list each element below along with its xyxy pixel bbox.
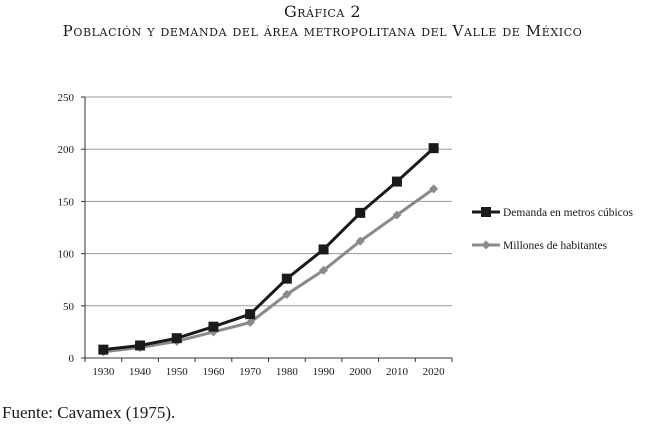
data-point [428, 143, 439, 154]
data-point [281, 273, 292, 284]
data-point [355, 207, 366, 218]
y-tick-label: 200 [58, 144, 75, 156]
series-line [103, 147, 435, 352]
source-note: Fuente: Cavamex (1975). [2, 403, 176, 422]
legend-label: Demanda en metros cúbicos [503, 207, 633, 219]
data-point [318, 244, 329, 255]
data-point [319, 265, 329, 275]
y-tick-label: 250 [58, 92, 75, 104]
data-point [355, 236, 365, 246]
x-tick-label: 1960 [202, 366, 225, 378]
data-point [208, 321, 219, 332]
x-tick-label: 1950 [166, 366, 189, 378]
data-point [245, 309, 256, 320]
legend-marker [481, 207, 491, 217]
x-tick-label: 1970 [239, 366, 262, 378]
data-point [135, 340, 146, 351]
y-tick-label: 150 [58, 196, 75, 208]
legend-label: Millones de habitantes [503, 240, 608, 252]
y-tick-label: 50 [63, 301, 75, 313]
x-tick-label: 1980 [276, 366, 299, 378]
y-tick-label: 0 [69, 353, 75, 365]
x-tick-label: 1990 [313, 366, 336, 378]
chart-title: Población y demanda del área metropolita… [62, 22, 583, 40]
x-tick-label: 2020 [423, 366, 446, 378]
data-point [391, 176, 402, 187]
data-point [98, 344, 109, 355]
y-tick-label: 100 [58, 249, 75, 261]
line-chart: 0 50 100 150 200 250 1930 1940 1950 1960 1970 1980 1… [58, 92, 634, 378]
legend-marker [481, 240, 491, 250]
data-point [392, 210, 402, 220]
x-tick-label: 2000 [349, 366, 372, 378]
data-point [429, 184, 439, 194]
data-point [282, 289, 292, 299]
x-tick-label: 2010 [386, 366, 409, 378]
data-point [171, 333, 182, 344]
x-tick-label: 1940 [129, 366, 152, 378]
chart-label: Gráfica 2 [283, 2, 362, 21]
data-point [245, 318, 255, 328]
series-line [103, 187, 435, 354]
x-tick-label: 1930 [92, 366, 115, 378]
